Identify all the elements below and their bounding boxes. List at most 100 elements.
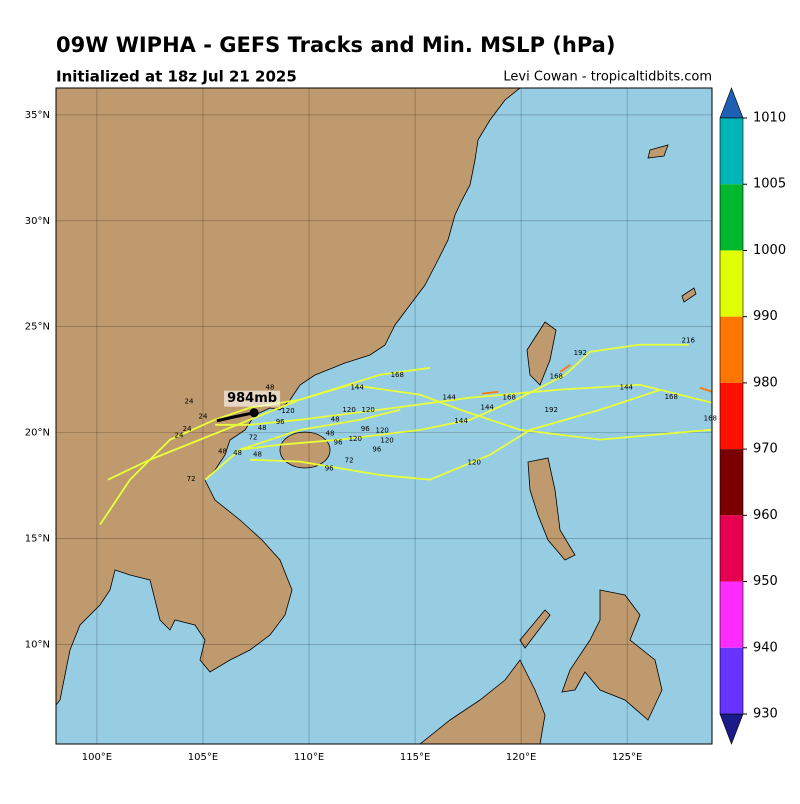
colorbar-label: 930 bbox=[753, 707, 778, 722]
colorbar-label: 1000 bbox=[753, 243, 786, 258]
hour-label: 96 bbox=[334, 439, 343, 447]
hour-label: 48 bbox=[326, 430, 335, 438]
hour-label: 168 bbox=[391, 371, 404, 379]
hour-label: 24 bbox=[183, 425, 192, 433]
tracks bbox=[99, 343, 712, 526]
colorbar: 1010 1005 1000 990 980 970 960 950 940 930 bbox=[719, 87, 786, 745]
subtitle: Initialized at 18z Jul 21 2025 bbox=[56, 68, 297, 86]
colorbar-over bbox=[719, 87, 744, 119]
map-frame bbox=[55, 87, 713, 745]
title: 09W WIPHA - GEFS Tracks and Min. MSLP (h… bbox=[56, 33, 615, 57]
hour-label: 144 bbox=[620, 384, 634, 392]
hour-label: 120 bbox=[468, 459, 481, 467]
hour-label: 144 bbox=[443, 394, 457, 402]
track bbox=[699, 386, 712, 393]
track bbox=[239, 343, 689, 451]
lat-tick-label: 15°N bbox=[25, 534, 50, 545]
lon-tick-label: 105°E bbox=[188, 752, 218, 763]
colorbar-segment bbox=[720, 515, 743, 582]
colorbar-label: 980 bbox=[753, 375, 778, 390]
lon-tick-label: 100°E bbox=[82, 752, 112, 763]
hour-label: 120 bbox=[281, 407, 294, 415]
colorbar-segment bbox=[720, 382, 743, 450]
hour-label: 168 bbox=[503, 394, 516, 402]
hour-label: 48 bbox=[258, 424, 267, 432]
hour-label: 48 bbox=[266, 384, 275, 392]
hour-label: 48 bbox=[233, 449, 242, 457]
hour-label: 120 bbox=[342, 406, 355, 414]
colorbar-segment bbox=[720, 316, 743, 383]
colorbar-under bbox=[719, 713, 744, 745]
lon-tick-label: 125°E bbox=[612, 752, 642, 763]
lat-tick-label: 20°N bbox=[25, 428, 50, 439]
colorbar-label: 940 bbox=[753, 640, 778, 655]
hour-label: 168 bbox=[704, 415, 717, 423]
track bbox=[215, 383, 712, 426]
storm-label: 984mb bbox=[227, 391, 277, 406]
hour-label: 168 bbox=[665, 393, 678, 401]
colorbar-segment bbox=[720, 184, 743, 251]
hour-label: 120 bbox=[362, 406, 375, 414]
colorbar-frame bbox=[719, 117, 744, 715]
lon-tick-label: 120°E bbox=[506, 752, 536, 763]
hour-label: 72 bbox=[249, 434, 258, 442]
hour-label: 48 bbox=[331, 416, 340, 424]
track bbox=[250, 388, 661, 481]
lon-tick-label: 115°E bbox=[400, 752, 430, 763]
hour-label: 144 bbox=[480, 404, 494, 412]
land bbox=[56, 88, 697, 744]
track bbox=[481, 390, 499, 395]
hour-label: 120 bbox=[349, 435, 362, 443]
lat-tick-label: 30°N bbox=[25, 216, 50, 227]
colorbar-label: 1010 bbox=[753, 111, 786, 126]
hour-label: 72 bbox=[187, 475, 196, 483]
colorbar-label: 960 bbox=[753, 508, 778, 523]
hour-label: 96 bbox=[325, 465, 334, 473]
philippines-south bbox=[561, 589, 663, 721]
hour-label: 24 bbox=[175, 432, 184, 440]
track bbox=[559, 364, 571, 373]
hour-label: 24 bbox=[185, 398, 194, 406]
hour-label: 144 bbox=[350, 384, 364, 392]
colorbar-segment bbox=[720, 118, 743, 185]
hour-label: 72 bbox=[345, 457, 354, 465]
track bbox=[107, 418, 251, 481]
colorbar-label: 990 bbox=[753, 309, 778, 324]
japan-south bbox=[647, 144, 669, 159]
track bbox=[216, 411, 255, 423]
lat-tick-label: 10°N bbox=[25, 639, 50, 650]
lat-tick-label: 35°N bbox=[25, 110, 50, 121]
hour-label: 216 bbox=[682, 337, 696, 345]
colorbar-segment bbox=[720, 449, 743, 516]
credit: Levi Cowan - tropicaltidbits.com bbox=[503, 70, 712, 85]
colorbar-segment bbox=[720, 647, 743, 714]
hour-labels: 144 144 144 144 144 168 168 168 168 168 192 192 216 1… bbox=[175, 337, 717, 483]
palawan bbox=[519, 609, 551, 649]
track bbox=[214, 366, 431, 421]
hour-label: 96 bbox=[361, 425, 370, 433]
lon-tick-label: 110°E bbox=[294, 752, 324, 763]
mainland bbox=[56, 88, 521, 706]
hour-label: 48 bbox=[253, 451, 262, 459]
track bbox=[204, 408, 401, 481]
graticule bbox=[56, 88, 712, 744]
hour-label: 120 bbox=[380, 437, 393, 445]
luzon bbox=[527, 457, 576, 561]
hour-label: 192 bbox=[574, 349, 587, 357]
storm-label-bg bbox=[224, 390, 281, 407]
borneo bbox=[419, 659, 546, 744]
storm-position bbox=[249, 408, 259, 418]
okinawa bbox=[681, 287, 697, 303]
hour-label: 120 bbox=[376, 427, 389, 435]
colorbar-segment bbox=[720, 250, 743, 317]
hour-label: 48 bbox=[218, 448, 227, 456]
hour-label: 192 bbox=[545, 406, 558, 414]
hour-label: 24 bbox=[199, 413, 208, 421]
hour-label: 96 bbox=[276, 418, 285, 426]
hour-label: 168 bbox=[550, 373, 563, 381]
hour-label: 96 bbox=[372, 446, 381, 454]
lat-tick-label: 25°N bbox=[25, 322, 50, 333]
hour-label: 144 bbox=[454, 417, 468, 425]
colorbar-segment bbox=[720, 581, 743, 648]
